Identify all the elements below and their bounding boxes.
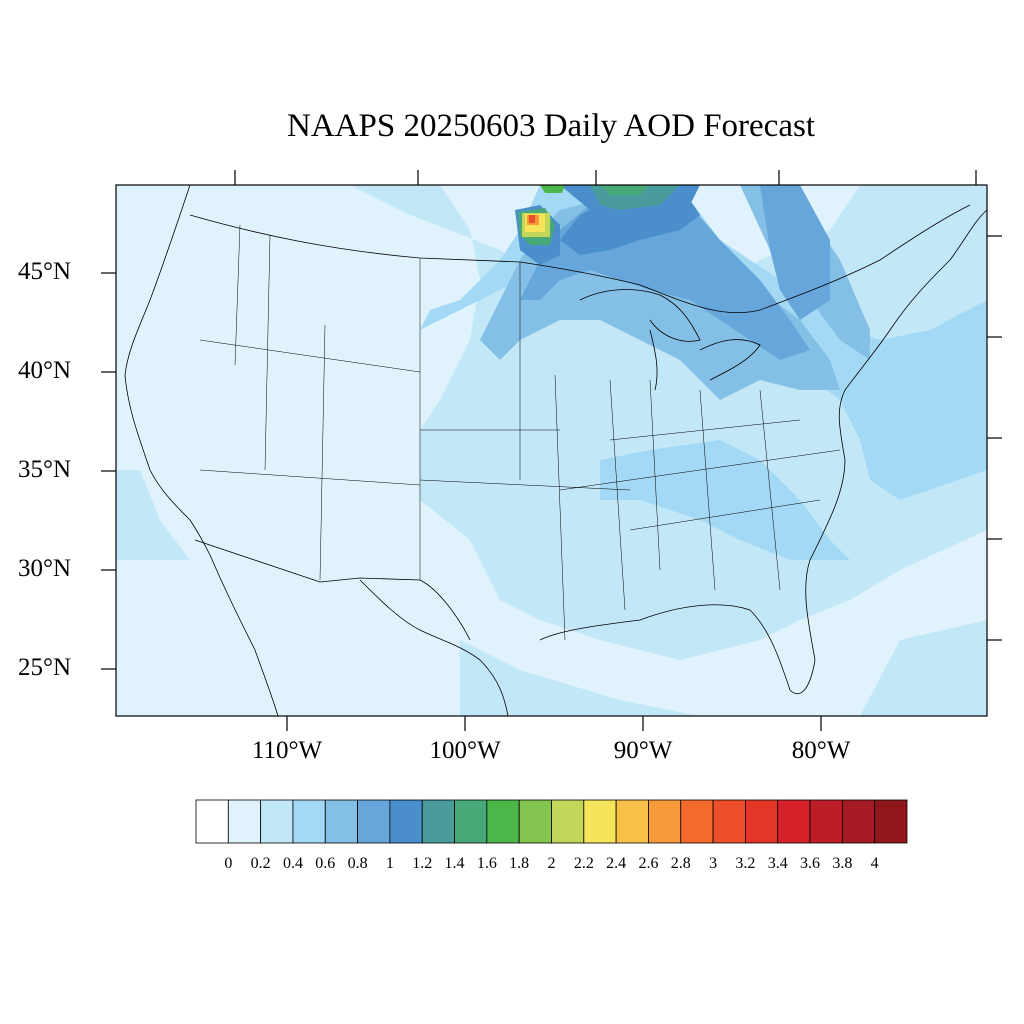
colorbar-swatch: [841, 799, 876, 844]
colorbar-swatch: [292, 799, 326, 844]
map-boundaries: [124, 185, 987, 716]
lon-label-90w: 90°W: [613, 737, 673, 764]
aod-region-east-plume: [760, 185, 830, 320]
gulf-coastline: [359, 579, 816, 716]
lat-label-35: 35°N: [18, 456, 72, 483]
right-ticks: [987, 235, 1002, 641]
lat-label-25: 25°N: [18, 654, 72, 681]
colorbar-swatch: [227, 799, 262, 844]
colorbar-tick-label: 0.8: [347, 855, 368, 872]
colorbar-swatch: [421, 799, 455, 844]
colorbar-tick-label: 0: [224, 855, 233, 872]
colorbar-swatch: [809, 799, 843, 844]
lon-label-110w: 110°W: [251, 737, 323, 764]
aod-region-atlantic-south: [860, 620, 987, 716]
aod-region-core-4: [540, 185, 565, 193]
left-ticks: [101, 272, 116, 670]
colorbar-tick-label: 1.6: [476, 855, 497, 872]
colorbar-tick-label: 3.4: [767, 855, 788, 872]
east-coastline: [805, 209, 987, 661]
colorbar-swatch: [583, 799, 617, 844]
aod-region-south-band: [600, 440, 850, 560]
colorbar-tick-label: 0.6: [315, 855, 336, 872]
aod-region-hotspot-f: [529, 215, 535, 223]
colorbar-swatch: [389, 799, 423, 844]
colorbar-swatch: [745, 799, 779, 844]
top-ticks: [234, 170, 977, 185]
plot-frame: [115, 184, 988, 717]
colorbar-tick-label: 1.2: [412, 855, 433, 872]
canada-border: [189, 204, 971, 314]
lon-label-100w: 100°W: [429, 737, 501, 764]
lat-label-30: 30°N: [18, 555, 72, 582]
colorbar-tick-label: 0.2: [250, 855, 271, 872]
colorbar-swatch: [712, 799, 746, 844]
colorbar-tick-label: 3.2: [735, 855, 756, 872]
colorbar-tick-label: 2.8: [670, 855, 691, 872]
colorbar-tick-label: 4: [870, 855, 879, 872]
lat-label-45: 45°N: [18, 258, 72, 285]
colorbar-swatch: [874, 799, 908, 844]
colorbar-tick-label: 1.8: [509, 855, 530, 872]
lat-label-40: 40°N: [18, 357, 72, 384]
colorbar-swatch: [777, 799, 811, 844]
colorbar-swatch: [648, 799, 682, 844]
colorbar-tick-label: 2: [547, 855, 556, 872]
west-coastline: [124, 185, 211, 556]
colorbar-swatch: [615, 799, 649, 844]
colorbar-tick-label: 3.8: [832, 855, 853, 872]
colorbar-tick-label: 2.2: [573, 855, 594, 872]
great-lakes-outline: [579, 289, 761, 391]
colorbar-tick-label: 0.4: [282, 855, 303, 872]
colorbar-swatch: [260, 799, 294, 844]
colorbar-swatch: [680, 799, 714, 844]
colorbar-swatch: [357, 799, 391, 844]
aod-region-gulf: [460, 640, 700, 716]
state-lines: [199, 224, 841, 641]
lon-label-80w: 80°W: [791, 737, 851, 764]
aod-region-ocean-west: [116, 470, 190, 560]
colorbar-tick-label: 3.6: [800, 855, 821, 872]
aod-region-core-3: [600, 185, 650, 195]
map-title: NAAPS 20250603 Daily AOD Forecast: [287, 108, 815, 144]
bottom-ticks: [286, 716, 822, 731]
baja-coastline: [209, 554, 279, 716]
colorbar-swatch: [518, 799, 552, 844]
colorbar-swatch: [551, 799, 585, 844]
colorbar-tick-label: 2.6: [638, 855, 659, 872]
colorbar-swatch: [324, 799, 358, 844]
colorbar-swatch: [195, 799, 229, 844]
colorbar-tick-label: 3: [709, 855, 718, 872]
colorbar-swatch: [486, 799, 520, 844]
colorbar-tick-label: 1: [385, 855, 394, 872]
colorbar-tick-label: 1.4: [444, 855, 465, 872]
colorbar-tick-label: 2.4: [606, 855, 627, 872]
mexico-border: [194, 539, 471, 641]
aod-field: [116, 185, 987, 716]
colorbar: [195, 799, 908, 844]
colorbar-swatch: [454, 799, 488, 844]
